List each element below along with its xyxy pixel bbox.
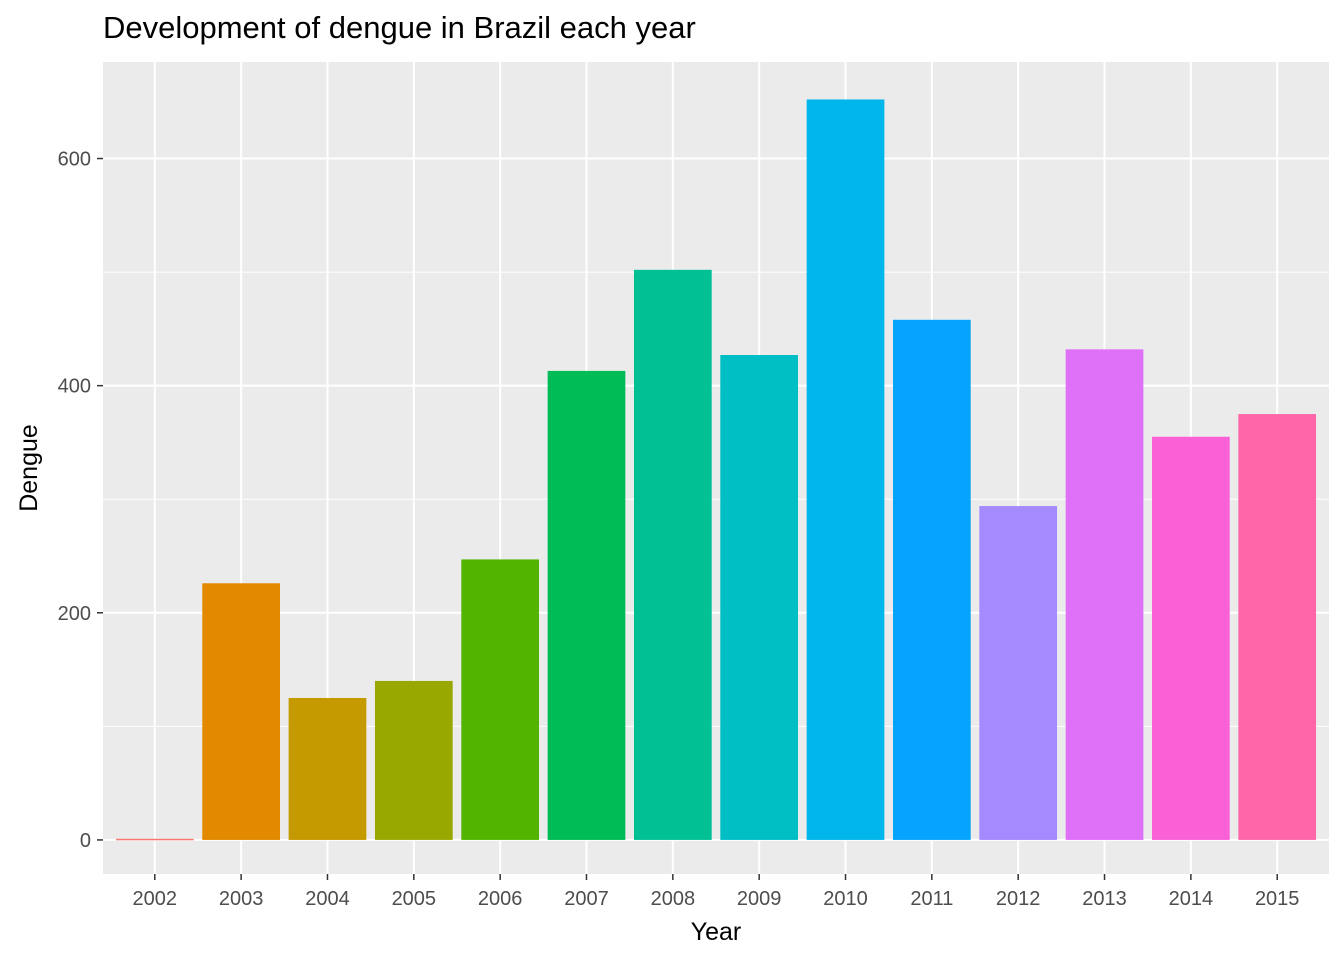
x-tick-label: 2011: [910, 888, 953, 910]
y-tick-label: 600: [58, 149, 91, 171]
bar-2003: [202, 583, 280, 840]
bar-2002: [115, 838, 194, 841]
bar-2007: [547, 370, 626, 840]
y-axis-title: Dengue: [15, 424, 43, 512]
x-tick-label: 2006: [478, 888, 523, 910]
bar-2015: [1238, 414, 1317, 840]
bar-2009: [720, 355, 799, 840]
x-tick-label: 2008: [651, 888, 696, 910]
bar-2012: [979, 506, 1058, 840]
y-tick-label: 200: [58, 603, 91, 625]
x-tick-label: 2004: [305, 888, 350, 910]
bar-2014: [1152, 436, 1230, 840]
bar-2005: [374, 680, 453, 840]
bar-2004: [288, 697, 367, 840]
bar-2010: [806, 99, 885, 840]
bars: [115, 99, 1317, 841]
x-tick-label: 2015: [1255, 888, 1300, 910]
x-tick-label: 2012: [996, 888, 1041, 910]
x-tick-label: 2009: [737, 888, 782, 910]
y-tick-label: 400: [58, 376, 91, 398]
x-axis-title: Year: [691, 918, 742, 946]
x-tick-label: 2003: [219, 888, 264, 910]
bar-2011: [892, 319, 971, 840]
x-tick-label: 2014: [1169, 888, 1214, 910]
x-tick-label: 2002: [133, 888, 178, 910]
bar-2013: [1065, 349, 1144, 840]
x-tick-label: 2013: [1082, 888, 1127, 910]
x-axis: 2002 2003 2004 2005 2006 2007 2008 2009 2010 2011…: [133, 874, 1300, 910]
y-axis: 0 200 400 600: [58, 149, 103, 852]
bar-2006: [461, 559, 540, 840]
y-tick-label: 0: [80, 830, 91, 852]
bar-2008: [633, 269, 712, 840]
chart-title: Development of dengue in Brazil each yea…: [103, 10, 696, 45]
x-tick-label: 2007: [564, 888, 609, 910]
x-tick-label: 2005: [392, 888, 437, 910]
plot-panel: [103, 62, 1329, 874]
x-tick-label: 2010: [823, 888, 868, 910]
